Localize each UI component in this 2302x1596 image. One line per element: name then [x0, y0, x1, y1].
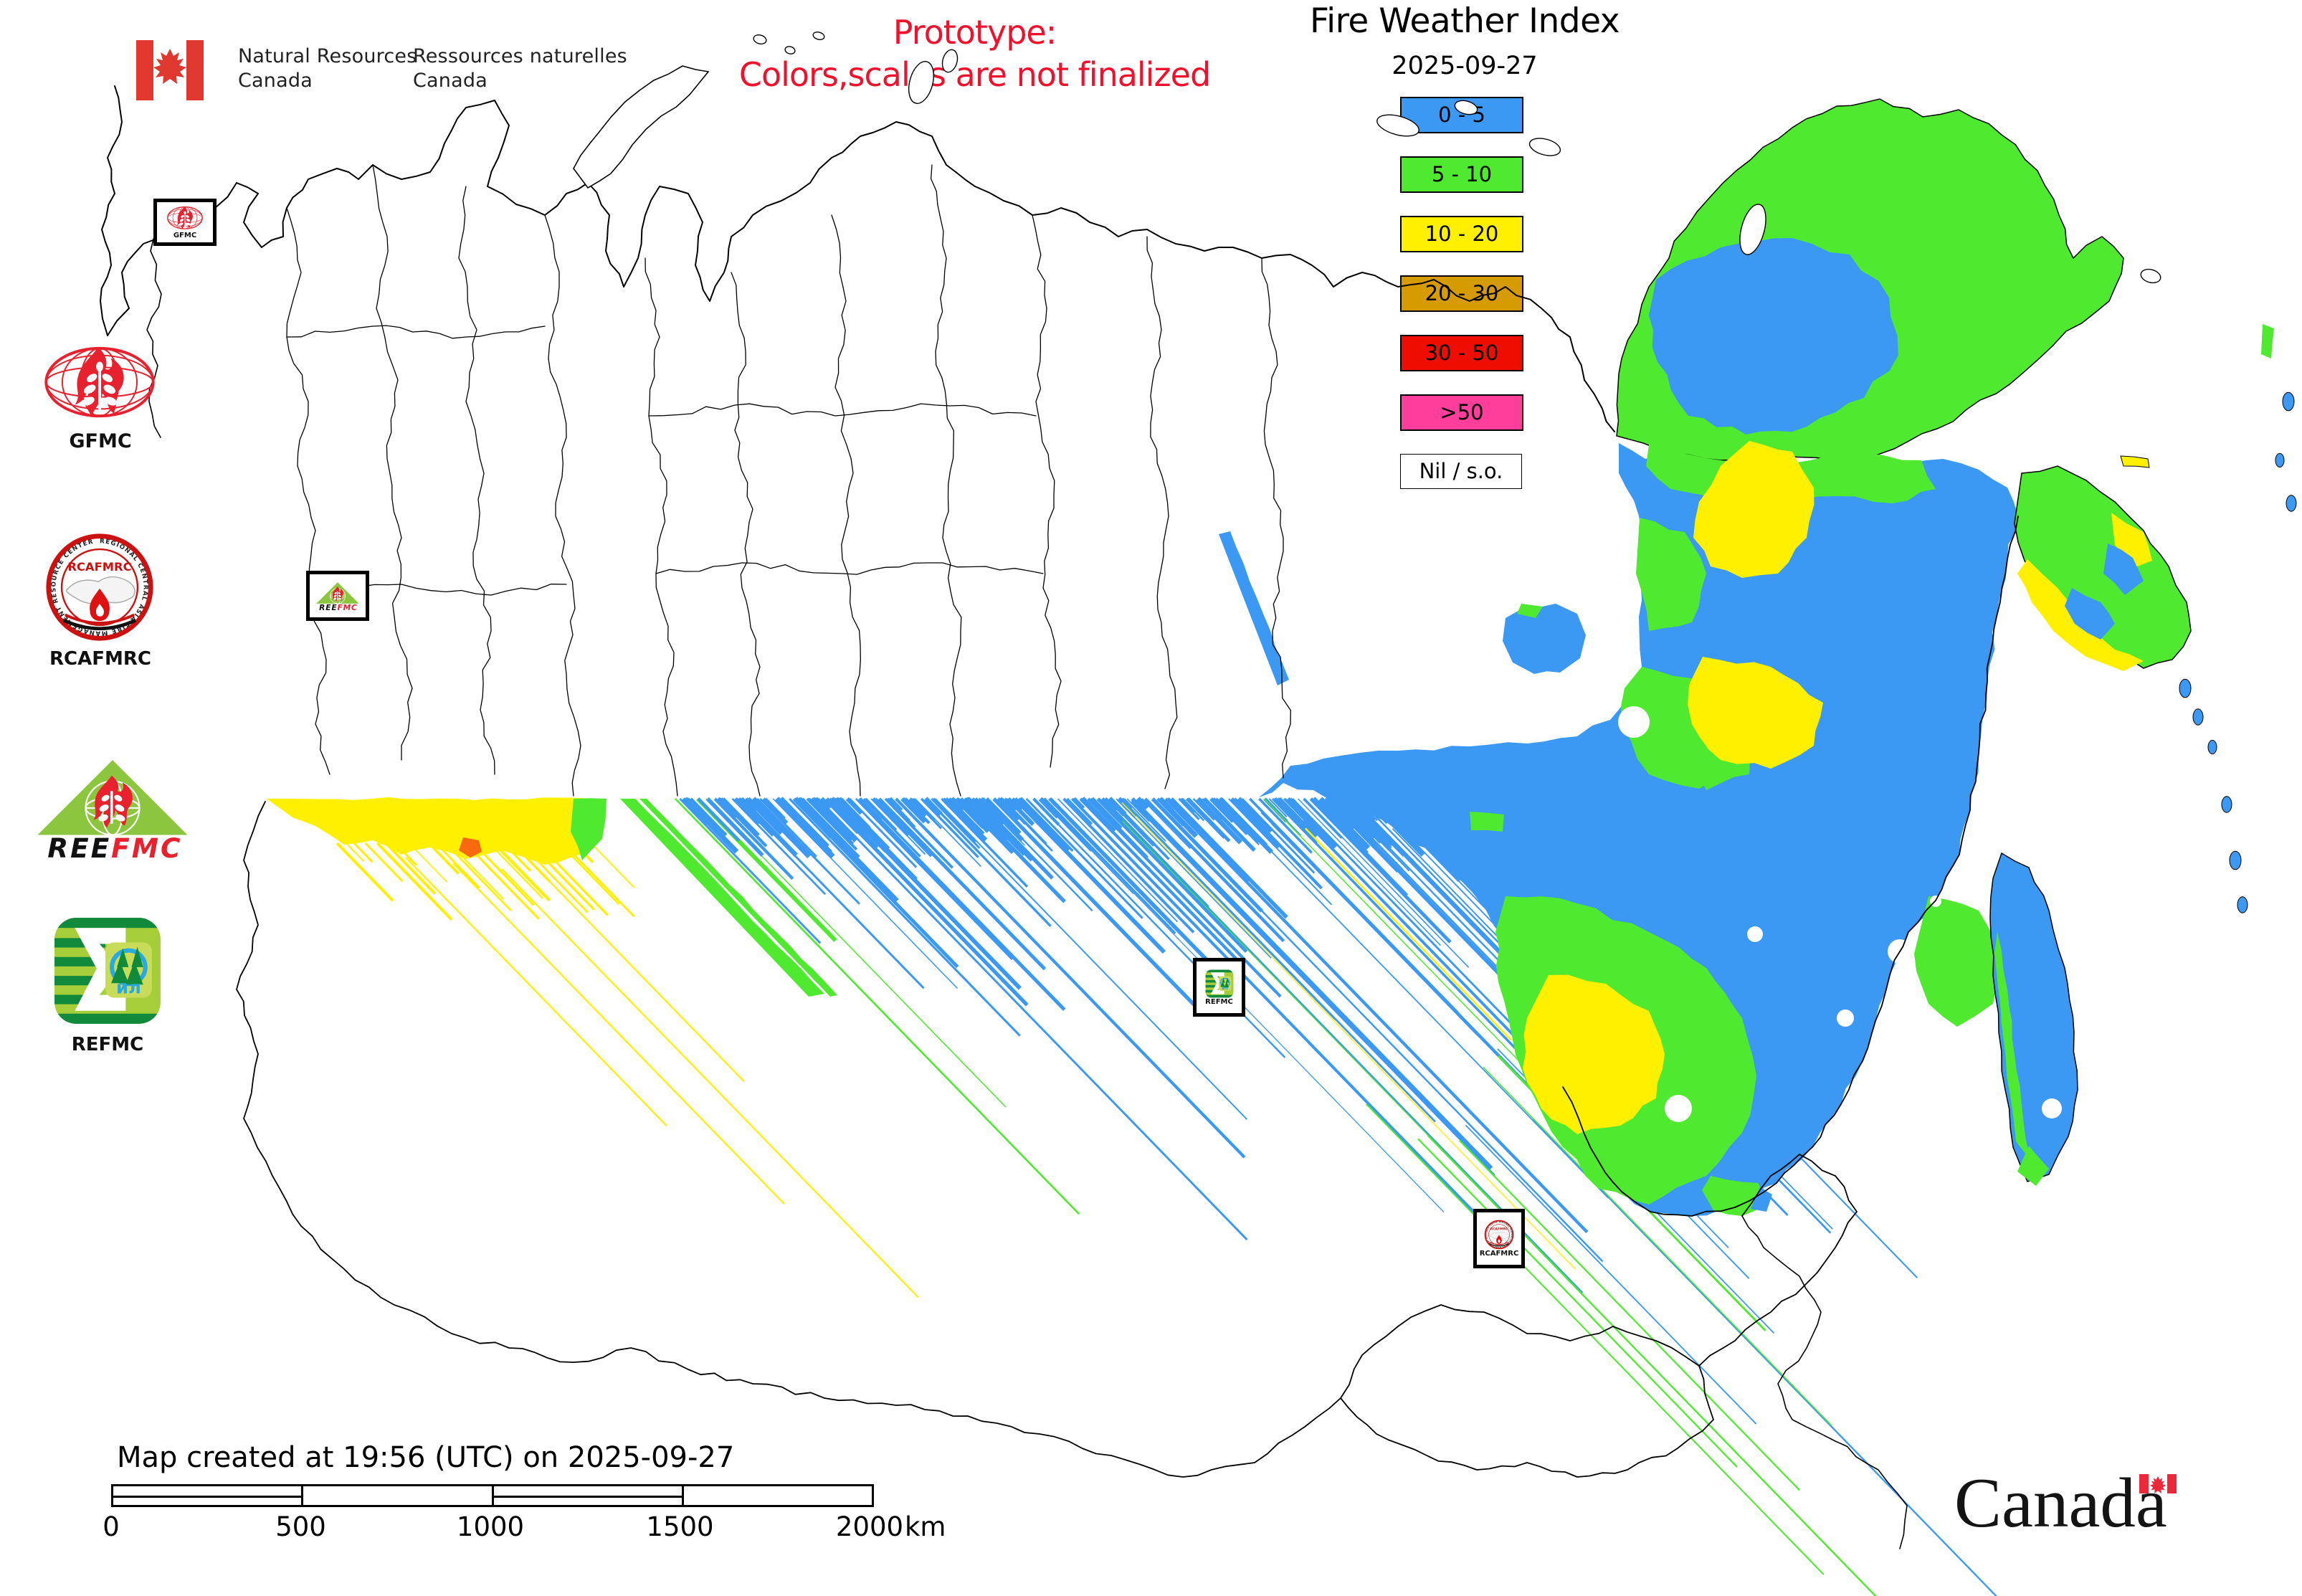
reefmc-map-marker: REEFMC: [306, 571, 369, 621]
scale-unit: km: [905, 1511, 946, 1542]
nrcan-name-french: Ressources naturelles Canada: [413, 44, 627, 93]
gfmc-logo: GFMC: [43, 343, 158, 452]
legend-item-30-50: 30 - 50: [1400, 335, 1523, 371]
scale-tick-500: 500: [275, 1511, 326, 1542]
refmc-logo-label: REFMC: [71, 1034, 144, 1055]
svg-text:RCAFMRC: RCAFMRC: [1490, 1227, 1508, 1232]
scale-tick-1500: 1500: [646, 1511, 714, 1542]
svg-text:RCAFMRC: RCAFMRC: [67, 560, 131, 574]
rcafmrc-map-marker: REGIONAL CENTRAL ASIA FIRE MANAGEMENT RE…: [1473, 1209, 1525, 1268]
svg-text:REEFMC: REEFMC: [319, 602, 358, 610]
map-created-text: Map created at 19:56 (UTC) on 2025-09-27: [117, 1441, 735, 1474]
gfmc-globe-flame-icon: [44, 346, 155, 418]
scale-bar: [111, 1484, 874, 1507]
rcafmrc-logo: REGIONAL CENTRAL ASIA FIRE MANAGEMENT RE…: [44, 532, 156, 670]
rcafmrc-seal-icon: REGIONAL CENTRAL ASIA FIRE MANAGEMENT RE…: [46, 533, 153, 641]
nrcan-en-line1: Natural Resources: [238, 45, 417, 67]
nrcan-en-line2: Canada: [238, 70, 313, 92]
legend-item--50: >50: [1400, 394, 1523, 431]
svg-text:ил: ил: [1222, 985, 1228, 991]
scale-tick-1000: 1000: [456, 1511, 525, 1542]
scale-segment: [113, 1486, 304, 1505]
gfmc-marker-label: GFMC: [173, 232, 197, 239]
refmc-marker-label: REFMC: [1205, 997, 1233, 1006]
nrcan-name-english: Natural Resources Canada: [238, 44, 417, 93]
map-date: 2025-09-27: [1392, 52, 1538, 80]
gfmc-logo-label: GFMC: [69, 430, 132, 452]
legend-item-5-10: 5 - 10: [1400, 156, 1523, 193]
rcafmrc-seal-icon: REGIONAL CENTRAL ASIA FIRE MANAGEMENT RE…: [1484, 1220, 1514, 1250]
scale-tick-0: 0: [103, 1511, 120, 1542]
scale-segment: [303, 1486, 494, 1505]
legend-item-10-20: 10 - 20: [1400, 216, 1523, 252]
gfmc-map-marker: GFMC: [153, 199, 217, 246]
canada-flag-icon: [136, 40, 204, 100]
reefmc-triangle-icon: REEFMC: [316, 581, 359, 611]
svg-text:REEFMC: REEFMC: [47, 832, 182, 860]
nrcan-signature: [136, 40, 204, 100]
rcafmrc-marker-label: RCAFMRC: [1479, 1250, 1519, 1258]
wordmark-flag-icon: [2139, 1474, 2177, 1493]
prototype-warning: Prototype: Colors,scales are not finaliz…: [682, 11, 1267, 96]
page-title: Fire Weather Index: [1309, 1, 1620, 41]
rcafmrc-logo-label: RCAFMRC: [49, 648, 151, 670]
reefmc-logo: REEFMC: [34, 757, 192, 860]
legend-item-20-30: 20 - 30: [1400, 275, 1523, 312]
scale-tick-2000: 2000: [835, 1511, 904, 1542]
svg-text:ил: ил: [116, 977, 141, 997]
refmc-logo: ил REFMC: [50, 916, 165, 1055]
refmc-sigma-icon: ил: [54, 918, 161, 1024]
gfmc-globe-flame-icon: [167, 206, 203, 229]
prototype-line1: Prototype:: [893, 13, 1057, 52]
legend-item-nil-s-o-: Nil / s.o.: [1400, 454, 1522, 489]
scale-segment: [493, 1486, 684, 1505]
refmc-map-marker: ил REFMC: [1193, 958, 1245, 1017]
prototype-line2: Colors,scales are not finalized: [738, 54, 1211, 94]
nrcan-fr-line1: Ressources naturelles: [413, 45, 627, 67]
reefmc-triangle-icon: REEFMC: [37, 759, 188, 860]
refmc-sigma-icon: ил: [1205, 969, 1233, 997]
canada-wordmark: Canada: [1954, 1464, 2167, 1542]
nrcan-fr-line2: Canada: [413, 70, 487, 92]
